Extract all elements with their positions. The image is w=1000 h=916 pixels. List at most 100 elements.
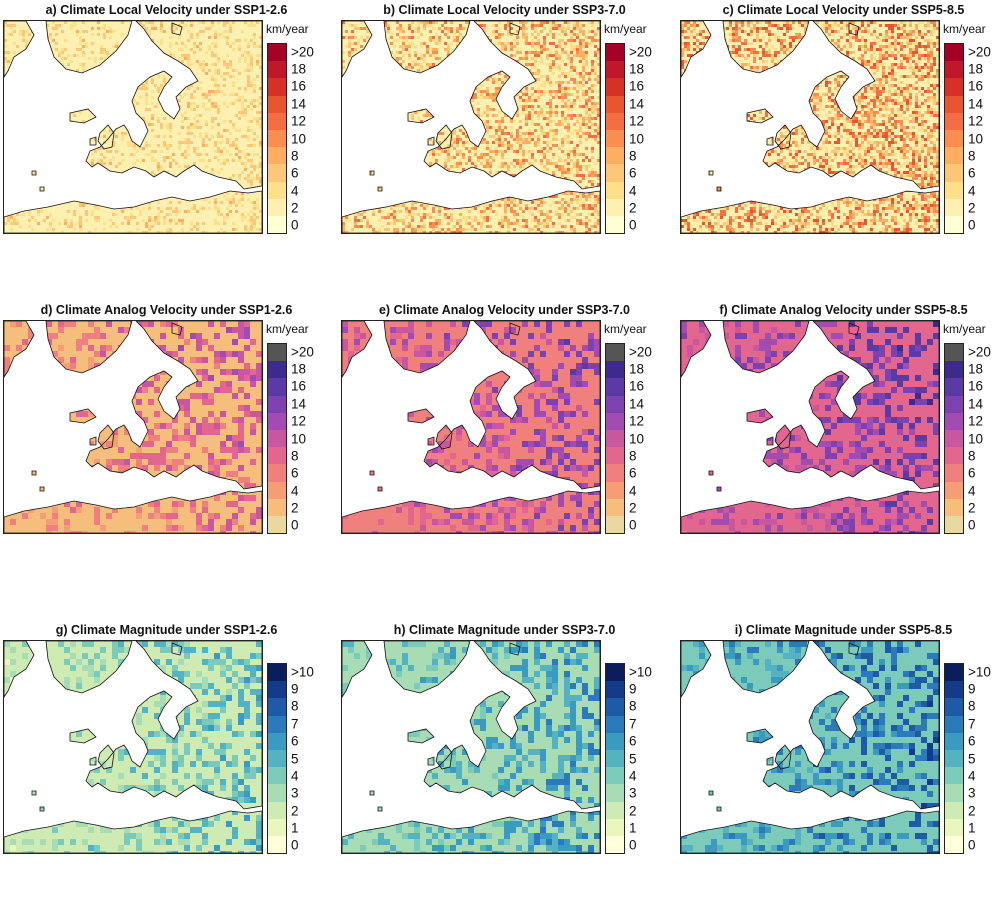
map-panel: d) Climate Analog Velocity under SSP1-2.… bbox=[0, 300, 333, 596]
colorbar-segment bbox=[606, 836, 624, 853]
land-fill bbox=[342, 21, 600, 233]
land-fill bbox=[342, 321, 600, 533]
colorbar-segment bbox=[606, 819, 624, 836]
colorbar-tick-label: 0 bbox=[629, 519, 637, 533]
colorbar-segment bbox=[606, 750, 624, 767]
colorbar-segment bbox=[268, 147, 286, 164]
colorbar-tick-label: 1 bbox=[968, 821, 976, 835]
colorbar-segment bbox=[268, 819, 286, 836]
colorbar-segment bbox=[268, 199, 286, 216]
map-panel: b) Climate Local Velocity under SSP3-7.0… bbox=[338, 0, 671, 296]
colorbar-segment bbox=[945, 499, 963, 516]
colorbar-segment bbox=[945, 430, 963, 447]
colorbar-segment bbox=[945, 130, 963, 147]
colorbar-segment bbox=[268, 344, 286, 361]
colorbar-segment bbox=[945, 716, 963, 733]
colorbar-segment bbox=[945, 96, 963, 113]
colorbar-tick-label: 2 bbox=[291, 201, 299, 215]
colorbar-segment bbox=[606, 413, 624, 430]
colorbar-segment bbox=[268, 767, 286, 784]
map-image bbox=[680, 20, 940, 234]
map-image bbox=[3, 640, 263, 854]
colorbar-segment bbox=[606, 378, 624, 395]
colorbar-tick-label: 1 bbox=[629, 821, 637, 835]
colorbar-tick-label: 6 bbox=[629, 166, 637, 180]
colorbar-tick-label: 10 bbox=[291, 132, 306, 146]
colorbar-segment bbox=[606, 199, 624, 216]
colorbar-tick-label: 10 bbox=[291, 432, 306, 446]
colorbar-segment bbox=[945, 361, 963, 378]
colorbar-tick-label: >10 bbox=[291, 665, 314, 679]
colorbar-tick-label: 10 bbox=[629, 432, 644, 446]
colorbar-tick-label: 4 bbox=[291, 184, 299, 198]
colorbar-tick-label: 8 bbox=[291, 700, 299, 714]
colorbar-tick-label: 6 bbox=[291, 166, 299, 180]
colorbar-segment bbox=[268, 516, 286, 533]
colorbar-tick-label: 4 bbox=[968, 484, 976, 498]
colorbar-segment bbox=[945, 664, 963, 681]
colorbar-tick-label: 3 bbox=[629, 786, 637, 800]
colorbar-segment bbox=[945, 767, 963, 784]
colorbar-tick-label: 14 bbox=[291, 97, 306, 111]
colorbar-segment bbox=[945, 698, 963, 715]
colorbar-tick-label: 4 bbox=[629, 484, 637, 498]
colorbar-segment bbox=[945, 78, 963, 95]
panel-title: d) Climate Analog Velocity under SSP1-2.… bbox=[0, 303, 333, 317]
colorbar bbox=[605, 43, 625, 234]
colorbar-segment bbox=[945, 733, 963, 750]
colorbar-tick-label: 12 bbox=[291, 114, 306, 128]
colorbar-tick-label: 2 bbox=[629, 201, 637, 215]
colorbar-tick-label: 18 bbox=[968, 362, 983, 376]
colorbar bbox=[944, 663, 964, 854]
colorbar-tick-label: 9 bbox=[968, 682, 976, 696]
colorbar-tick-label: 4 bbox=[291, 484, 299, 498]
colorbar-tick-label: 7 bbox=[291, 717, 299, 731]
colorbar-segment bbox=[945, 61, 963, 78]
colorbar-segment bbox=[268, 130, 286, 147]
colorbar-unit-label: km/year bbox=[266, 322, 309, 336]
colorbar-segment bbox=[606, 681, 624, 698]
colorbar-tick-label: 0 bbox=[291, 519, 299, 533]
colorbar-segment bbox=[945, 113, 963, 130]
colorbar-segment bbox=[606, 164, 624, 181]
colorbar-tick-label: 0 bbox=[968, 519, 976, 533]
colorbar-segment bbox=[268, 698, 286, 715]
colorbar-segment bbox=[606, 182, 624, 199]
colorbar-segment bbox=[268, 216, 286, 233]
colorbar-segment bbox=[945, 802, 963, 819]
colorbar-segment bbox=[268, 182, 286, 199]
colorbar-tick-label: 4 bbox=[291, 769, 299, 783]
colorbar-segment bbox=[268, 61, 286, 78]
colorbar-segment bbox=[606, 664, 624, 681]
map-image bbox=[680, 640, 940, 854]
colorbar-tick-label: 9 bbox=[291, 682, 299, 696]
colorbar-tick-label: 6 bbox=[968, 734, 976, 748]
colorbar-tick-label: 12 bbox=[291, 414, 306, 428]
colorbar-segment bbox=[606, 733, 624, 750]
panel-title: c) Climate Local Velocity under SSP5-8.5 bbox=[677, 3, 1000, 17]
colorbar-tick-label: 2 bbox=[291, 501, 299, 515]
colorbar-tick-label: 14 bbox=[968, 97, 983, 111]
colorbar bbox=[267, 43, 287, 234]
land-fill bbox=[4, 21, 262, 233]
colorbar-tick-label: 8 bbox=[968, 449, 976, 463]
colorbar-segment bbox=[606, 344, 624, 361]
map-image bbox=[680, 320, 940, 534]
colorbar-segment bbox=[268, 836, 286, 853]
panel-title: f) Climate Analog Velocity under SSP5-8.… bbox=[677, 303, 1000, 317]
colorbar-segment bbox=[945, 819, 963, 836]
colorbar-tick-label: 4 bbox=[629, 184, 637, 198]
colorbar-tick-label: 2 bbox=[968, 804, 976, 818]
colorbar-segment bbox=[945, 447, 963, 464]
colorbar-segment bbox=[606, 78, 624, 95]
colorbar-tick-label: 12 bbox=[968, 414, 983, 428]
colorbar-segment bbox=[268, 750, 286, 767]
colorbar-tick-label: 16 bbox=[291, 80, 306, 94]
colorbar-segment bbox=[268, 716, 286, 733]
land-fill bbox=[4, 321, 262, 533]
